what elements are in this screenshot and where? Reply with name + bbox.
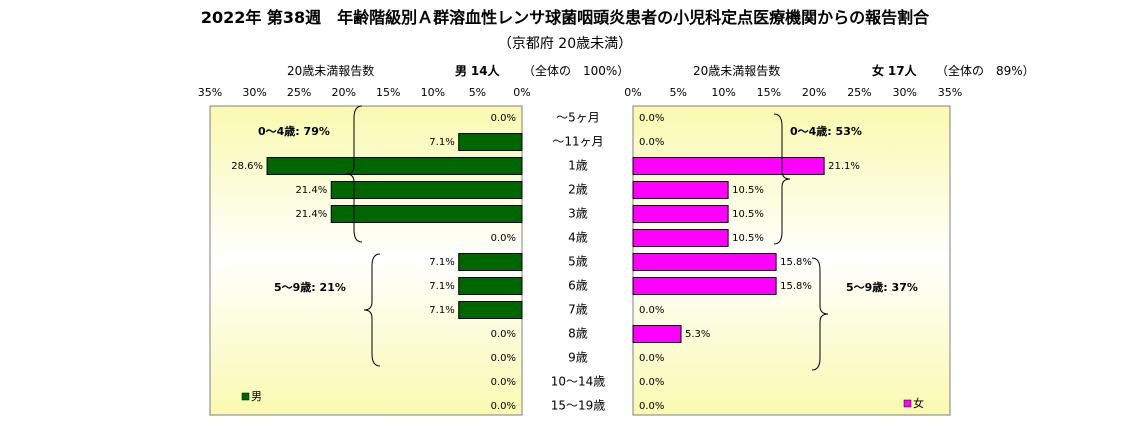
female-header-sex: 女 17人 [872,62,917,79]
page-title: 2022年 第38週 年齢階級別Ａ群溶血性レンサ球菌咽頭炎患者の小児科定点医療機… [200,8,930,27]
male-header-caption: 20歳未満報告数 [287,64,375,78]
male-x-tick-label: 20% [331,86,355,99]
category-label: 15～19歳 [551,399,606,413]
female-header-sex-label: 女 [872,64,885,78]
female-legend-swatch [903,399,912,408]
category-label: 6歳 [568,279,588,293]
male-header-share: （全体の 100%） [523,64,630,78]
male-bar [458,301,523,319]
male-bar [330,181,523,199]
male-header-sex: 男 14人 [455,62,500,79]
male-5-9-annotation: 5～9歳: 21% [274,280,346,294]
category-label: ～11ヶ月 [552,135,603,149]
female-x-tick-label: 35% [938,86,962,99]
female-data-label: 10.5% [732,185,764,196]
female-x-tick-label: 15% [757,86,781,99]
male-header-count: 14人 [470,64,500,78]
female-x-tick-label: 20% [802,86,826,99]
category-label: 4歳 [568,231,588,245]
female-x-tick-label: 30% [892,86,916,99]
male-data-label: 0.0% [491,113,516,124]
female-0-4-annotation: 0～4歳: 53% [790,124,862,138]
female-data-label: 0.0% [639,113,664,124]
male-data-label: 7.1% [429,281,454,292]
male-x-tick-label: 25% [287,86,311,99]
female-legend-label: 女 [913,396,924,410]
female-0-4-brace [773,113,791,245]
male-data-label: 0.0% [491,377,516,388]
female-x-tick-label: 5% [670,86,687,99]
category-label: 8歳 [568,327,588,341]
female-data-label: 10.5% [732,233,764,244]
female-x-tick-label: 10% [711,86,735,99]
male-bar [458,253,523,271]
male-legend-label: 男 [251,390,262,403]
male-header-sex-label: 男 [455,64,468,78]
female-bar [632,253,777,271]
male-0-4-brace [345,105,363,243]
male-data-label: 7.1% [429,137,454,148]
male-x-tick-label: 15% [376,86,400,99]
male-data-label: 21.4% [295,209,327,220]
male-bar [266,157,523,175]
male-bar [458,277,523,295]
female-data-label: 0.0% [639,377,664,388]
female-header-share: （全体の 89%） [936,64,1035,78]
female-bar [632,205,729,223]
female-data-label: 5.3% [685,329,710,340]
female-header-count: 17人 [887,64,917,78]
male-data-label: 7.1% [429,257,454,268]
female-bar [632,181,729,199]
male-x-tick-label: 5% [469,86,486,99]
category-label: 3歳 [568,207,588,221]
female-data-label: 10.5% [732,209,764,220]
page-subtitle: （京都府 20歳未満） [497,36,633,52]
male-x-tick-label: 0% [513,86,530,99]
male-data-label: 0.0% [491,329,516,340]
male-data-label: 0.0% [491,353,516,364]
category-label: 10～14歳 [551,375,606,389]
female-data-label: 15.8% [780,257,812,268]
male-0-4-annotation: 0～4歳: 79% [258,124,330,138]
female-data-label: 0.0% [639,401,664,412]
female-5-9-brace [811,257,829,371]
female-bar [632,157,825,175]
male-data-label: 21.4% [295,185,327,196]
male-bar [458,133,523,151]
female-data-label: 21.1% [828,161,860,172]
category-label: ～5ヶ月 [556,111,600,125]
category-label: 2歳 [568,183,588,197]
female-bar [632,229,729,247]
male-5-9-brace [363,253,381,367]
category-label: 5歳 [568,255,588,269]
male-x-tick-label: 30% [242,86,266,99]
category-label: 9歳 [568,351,588,365]
female-x-tick-label: 25% [847,86,871,99]
female-data-label: 0.0% [639,353,664,364]
female-x-tick-label: 0% [624,86,641,99]
female-data-label: 0.0% [639,305,664,316]
male-data-label: 0.0% [491,233,516,244]
male-data-label: 28.6% [231,161,263,172]
category-label: 7歳 [568,303,588,317]
female-5-9-annotation: 5～9歳: 37% [846,280,918,294]
female-header-caption: 20歳未満報告数 [693,64,781,78]
male-data-label: 0.0% [491,401,516,412]
male-data-label: 7.1% [429,305,454,316]
male-x-tick-label: 10% [421,86,445,99]
category-label: 1歳 [568,159,588,173]
male-bar [330,205,523,223]
female-data-label: 15.8% [780,281,812,292]
male-legend-swatch [241,392,250,401]
female-bar [632,277,777,295]
female-bar [632,325,682,343]
female-data-label: 0.0% [639,137,664,148]
male-x-tick-label: 35% [198,86,222,99]
